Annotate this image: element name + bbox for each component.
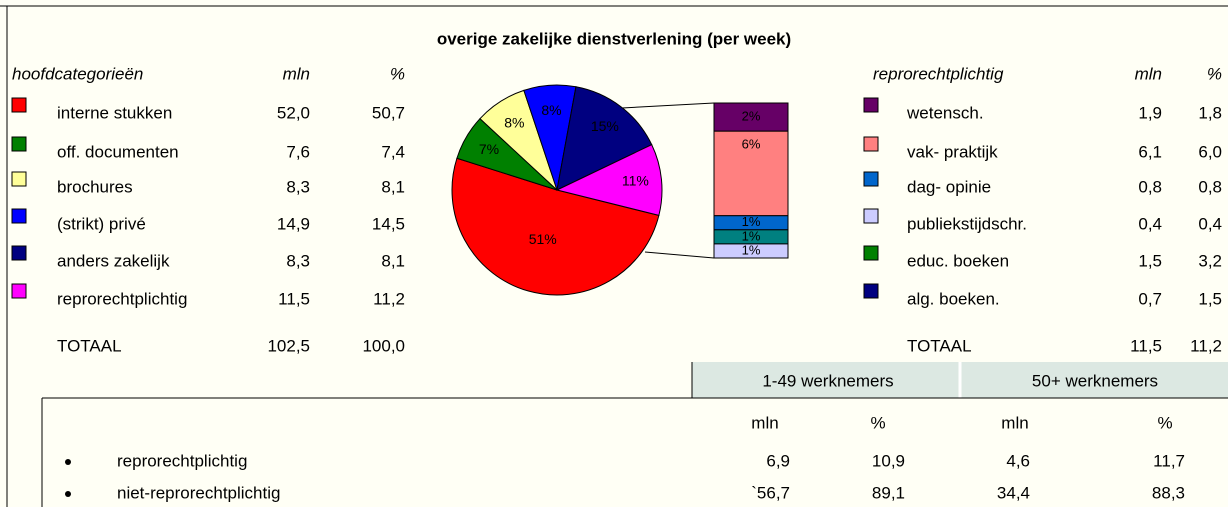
legend-swatch [863,97,879,113]
legend-swatch [863,171,879,187]
row-label: wetensch. [906,103,984,122]
bar-segment [713,243,789,259]
pct: 8,1 [381,251,405,270]
segment-label: 1% [742,242,761,257]
total-mln: 11,5 [1130,336,1162,355]
connector [644,251,715,259]
cell: 6,9 [766,451,790,470]
total-mln: 102,5 [267,336,310,355]
mln: 8,3 [286,177,310,196]
cell: 89,1 [872,483,905,502]
subheader: % [1157,413,1172,432]
row-label: publiekstijdschr. [907,214,1027,233]
subheader: mln [751,413,778,432]
bar-segment [713,130,789,217]
row-label: alg. boeken. [907,289,1000,308]
total-pct: 11,2 [1190,336,1222,355]
pie-slice [556,86,653,191]
row-label: educ. boeken [907,251,1009,270]
mln: 1,5 [1138,251,1162,270]
header: % [1207,64,1222,83]
row-label: anders zakelijk [57,251,170,270]
title: overige zakelijke dienstverlening (per w… [437,29,791,48]
pie-slice [555,143,663,217]
total-pct: 100,0 [362,336,405,355]
bullet [65,459,71,465]
row-label: niet-reprorechtplichtig [117,483,280,502]
cell: 10,9 [872,451,905,470]
pct: 50,7 [372,103,405,122]
pct: 0,8 [1198,177,1222,196]
mln: 52,0 [277,103,310,122]
header: mln [283,64,310,83]
segment-label: 2% [742,109,761,124]
mln: 0,7 [1138,289,1162,308]
legend-swatch [11,97,27,113]
legend-swatch [11,136,27,152]
pct: 14,5 [372,214,405,233]
segment-label: 6% [742,137,761,152]
row-label: off. documenten [57,142,179,161]
group-header: 50+ werknemers [1032,371,1158,390]
row-label: (strikt) privé [57,214,146,233]
slice-label: 8% [541,102,561,118]
cell: `56,7 [751,483,790,502]
bullet [65,491,71,497]
group-header: 1-49 werknemers [762,371,893,390]
pct: 8,1 [381,177,405,196]
segment-label: 1% [742,228,761,243]
header: mln [1135,64,1162,83]
legend-swatch [863,283,879,299]
legend-swatch [863,245,879,261]
segment-label: 1% [742,214,761,229]
legend-swatch [11,171,27,187]
row-label: vak- praktijk [907,142,998,161]
slice-label: 11% [622,173,649,189]
slice-label: 8% [504,115,524,131]
cell: 88,3 [1152,483,1185,502]
pie-slice [451,157,660,296]
row-label: interne stukken [57,103,172,122]
mln: 11,5 [278,289,310,308]
total-label: TOTAAL [907,336,972,355]
mln: 7,6 [286,142,310,161]
row-label: reprorechtplichtig [117,451,247,470]
cell: 4,6 [1006,451,1030,470]
slice-label: 7% [479,141,499,157]
legend-swatch [863,208,879,224]
mln: 14,9 [277,214,310,233]
header: % [390,64,405,83]
legend-swatch [863,136,879,152]
legend-swatch [11,245,27,261]
mln: 8,3 [286,251,310,270]
total-label: TOTAAL [57,336,122,355]
row-label: dag- opinie [907,177,991,196]
cell: 11,7 [1153,451,1185,470]
slice-label: 51% [529,231,557,247]
subheader: mln [1001,413,1028,432]
header: reprorechtplichtig [873,64,1004,83]
row-label: brochures [57,177,133,196]
mln: 0,8 [1138,177,1162,196]
connector [621,102,715,109]
cell: 34,4 [997,483,1030,502]
pct: 1,8 [1198,103,1222,122]
legend-swatch [11,283,27,299]
mln: 0,4 [1138,214,1162,233]
header: hoofdcategorieën [12,64,143,83]
pct: 3,2 [1198,251,1222,270]
pct: 0,4 [1198,214,1222,233]
pct: 1,5 [1198,289,1222,308]
subheader: % [870,413,885,432]
pct: 6,0 [1198,142,1222,161]
mln: 1,9 [1138,103,1162,122]
slice-label: 15% [591,118,619,134]
pct: 11,2 [373,289,405,308]
row-label: reprorechtplichtig [57,289,187,308]
mln: 6,1 [1138,142,1162,161]
pct: 7,4 [381,142,405,161]
legend-swatch [11,208,27,224]
